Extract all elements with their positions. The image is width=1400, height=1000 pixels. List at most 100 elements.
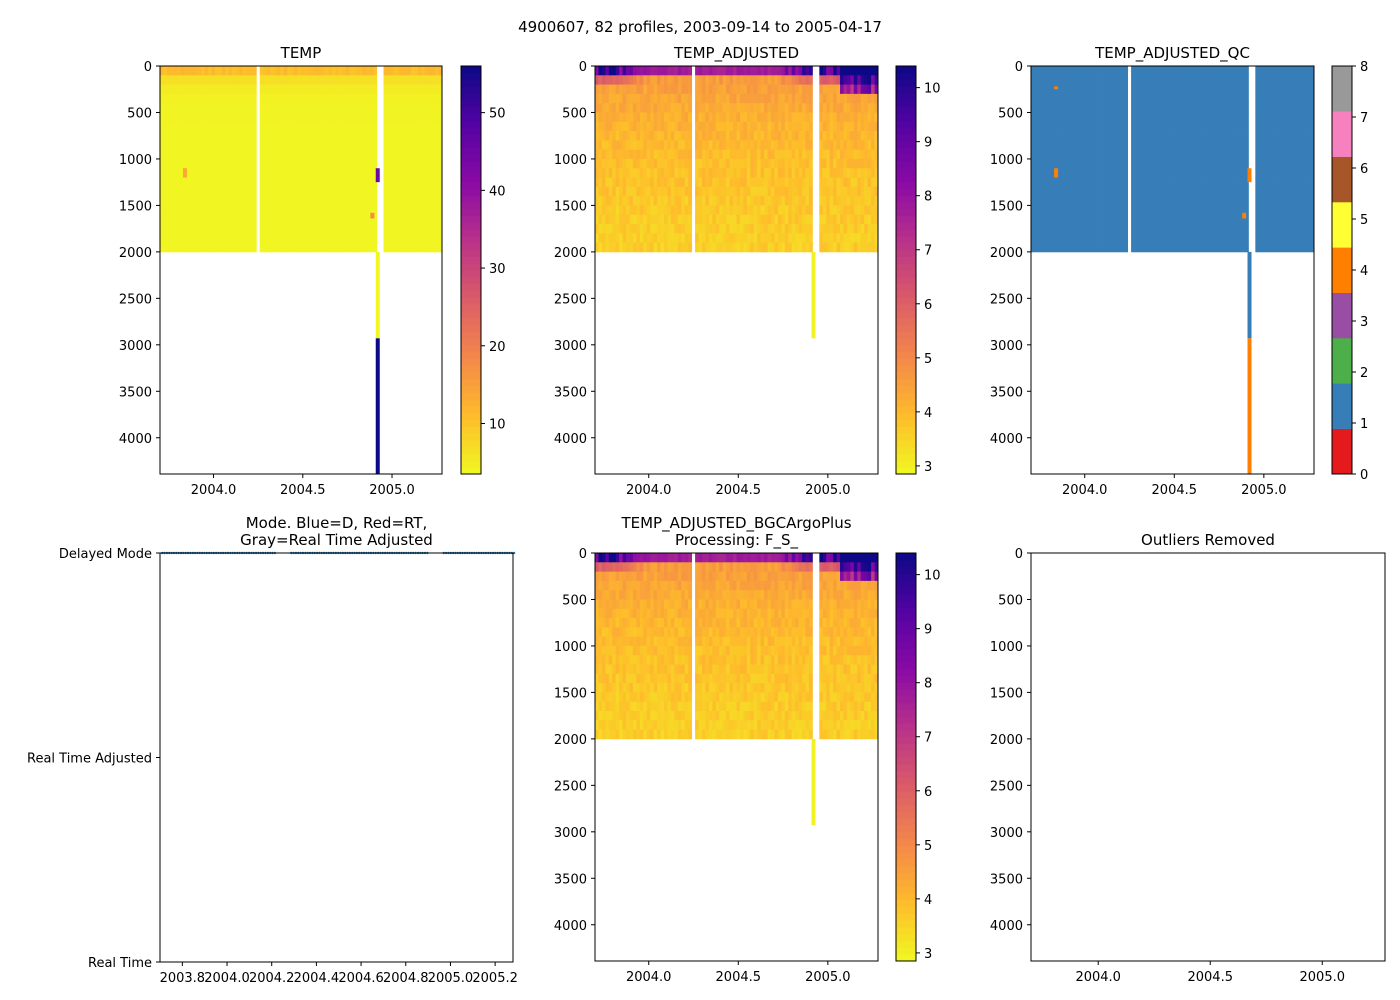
temp_adjusted_qc-cell [1141, 242, 1146, 253]
temp_adjusted-cell [712, 93, 717, 104]
temp-cell [328, 168, 333, 178]
temp_adjusted-cell [605, 186, 610, 197]
temp_adjusted-cell [664, 84, 668, 95]
temp_adjusted-cell [746, 214, 751, 225]
temp_adjusted-colorbar-band [896, 304, 916, 312]
temp-cell [211, 205, 216, 216]
temp_adjusted-cell [802, 223, 806, 234]
temp_adjusted-cell [733, 140, 737, 151]
temp_adjusted-cell [822, 168, 827, 178]
temp_adjusted-cell [764, 223, 768, 234]
temp_adjusted_qc-cell [1296, 223, 1301, 234]
temp_adjusted-cell [684, 112, 689, 123]
temp_adjusted-cell [791, 149, 796, 160]
temp_adjusted_qc-cell [1310, 131, 1315, 141]
temp_adjusted-cell [688, 223, 693, 234]
temp_adjusted-cell [760, 158, 765, 169]
temp_adjusted_qc-cell [1227, 205, 1232, 216]
temp_adjusted_qc-cell [1175, 214, 1180, 225]
temp-cell [235, 84, 240, 95]
temp-cell [283, 186, 288, 197]
temp_adjusted_qc-cell [1041, 242, 1046, 253]
temp_adjusted_qc-cell [1265, 75, 1270, 85]
temp-cell [321, 177, 326, 188]
temp_adjusted_qc-cell [1106, 140, 1111, 151]
temp_adjusted_qc-cell [1100, 168, 1104, 178]
temp_adjusted_qc-cell [1124, 131, 1129, 141]
temp_adjusted-cell [643, 75, 648, 85]
temp_adjusted-cell [819, 205, 824, 216]
temp-cell [215, 121, 219, 132]
temp_adjusted_qc-cell [1293, 214, 1298, 225]
temp_adjusted-cell [615, 140, 620, 151]
temp-cell [307, 75, 312, 85]
temp-cell [345, 205, 350, 216]
temp-cell [194, 93, 199, 104]
temp_adjusted-cell [681, 121, 686, 132]
temp-cell [314, 196, 319, 206]
temp_adjusted-cell [657, 214, 661, 225]
temp_adjusted_qc-cell [1058, 168, 1063, 178]
temp_adjusted-ytick-label-5: 2500 [554, 292, 587, 307]
temp_adjusted-cell [791, 177, 796, 188]
temp_adjusted-cell [733, 205, 737, 216]
temp_adjusted_qc-cell [1117, 140, 1122, 151]
temp_adjusted_qc-cell [1048, 168, 1053, 178]
temp_adjusted_qc-cell [1175, 66, 1180, 76]
temp-cell [160, 66, 164, 76]
temp-cell [201, 121, 206, 132]
temp_adjusted_qc-cell [1293, 84, 1298, 95]
temp-cell [242, 205, 247, 216]
temp_adjusted-cell [829, 214, 834, 225]
temp-cell [197, 168, 202, 178]
temp_adjusted-cell [639, 75, 644, 85]
temp_adjusted_qc-cell [1096, 205, 1101, 216]
temp-cell [404, 121, 409, 132]
temp_adjusted_qc-cell [1055, 121, 1060, 132]
temp-cell [297, 75, 302, 85]
temp_adjusted-cell [808, 158, 813, 169]
temp_adjusted-cell [805, 223, 810, 234]
temp_adjusted-cell [805, 75, 810, 85]
temp-cell [204, 66, 209, 76]
temp_adjusted-cell [729, 93, 734, 104]
temp_adjusted_qc-cell [1227, 149, 1232, 160]
temp_adjusted-cell [733, 186, 737, 197]
temp_adjusted_qc-cell [1137, 158, 1142, 169]
temp-cell [393, 149, 398, 160]
temp_adjusted_qc-anomaly-3 [1054, 168, 1059, 178]
temp-cell [338, 242, 343, 253]
temp-cell [411, 84, 415, 95]
temp_adjusted-cell [636, 121, 641, 132]
temp_adjusted_qc-cell [1075, 186, 1080, 197]
temp-cell [318, 93, 323, 104]
temp_adjusted_qc-cell [1296, 121, 1301, 132]
temp_adjusted-cell [681, 168, 686, 178]
temp_adjusted-colorbar-band [896, 324, 916, 332]
temp_adjusted-cell [670, 196, 675, 206]
temp-cell [349, 223, 353, 234]
temp_adjusted-cell [715, 121, 720, 132]
temp_adjusted-cell [626, 186, 630, 197]
temp_adjusted_qc-cell [1058, 214, 1063, 225]
temp_adjusted-cell [601, 168, 606, 178]
temp-cell [263, 168, 268, 178]
temp_adjusted-cell [660, 112, 665, 123]
temp-cell [259, 214, 264, 225]
temp_adjusted_qc-cell [1103, 233, 1108, 243]
temp-cell [208, 66, 212, 76]
temp_adjusted-cell [874, 66, 879, 76]
temp-colorbar [461, 66, 481, 475]
temp-colorbar-band [461, 317, 481, 325]
temp_adjusted_qc-cell [1220, 233, 1225, 243]
temp_adjusted-cell [826, 84, 831, 95]
temp_adjusted_qc-cell [1113, 177, 1118, 188]
temp-cell [407, 196, 412, 206]
temp_adjusted_qc-cell [1300, 131, 1305, 141]
temp_adjusted-cell [674, 205, 679, 216]
temp-cell [314, 168, 319, 178]
temp-cell [328, 75, 333, 85]
temp_adjusted-cell [833, 66, 837, 76]
temp-cell [411, 223, 415, 234]
temp_adjusted-cell [615, 242, 620, 253]
